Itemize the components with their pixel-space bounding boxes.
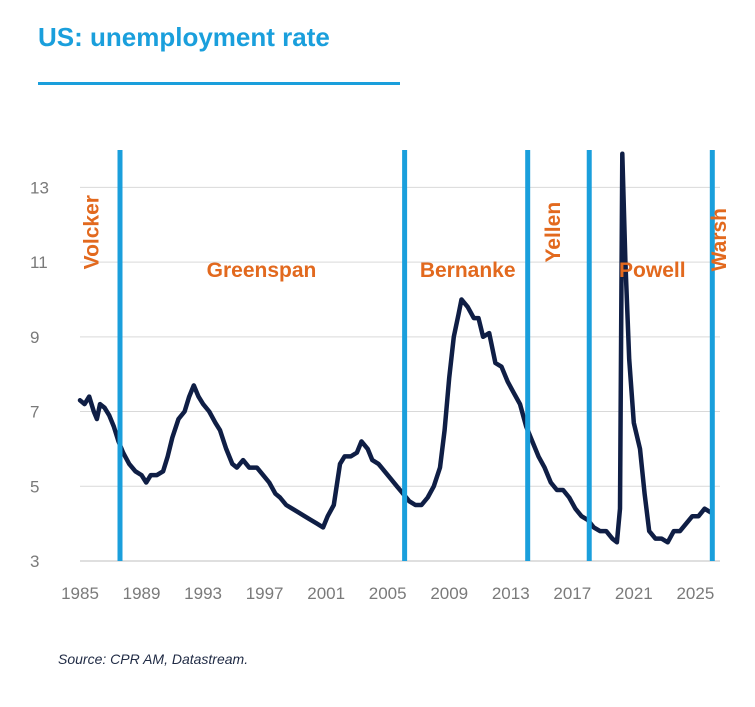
x-axis-ticks: 1985 1989 1993 1997 2001 2005 2009 2013 2017 2021… bbox=[61, 584, 714, 603]
x-tick-label: 2017 bbox=[553, 584, 591, 603]
x-tick-label: 2025 bbox=[676, 584, 714, 603]
y-tick-label: 5 bbox=[30, 477, 39, 496]
x-tick-label: 1989 bbox=[123, 584, 161, 603]
x-tick-label: 2001 bbox=[307, 584, 345, 603]
source-note: Source: CPR AM, Datastream. bbox=[58, 651, 249, 667]
y-tick-label: 13 bbox=[30, 178, 49, 197]
y-tick-label: 9 bbox=[30, 328, 39, 347]
x-tick-label: 1985 bbox=[61, 584, 99, 603]
chair-label-greenspan: Greenspan bbox=[207, 259, 317, 282]
chair-label-powell: Powell bbox=[619, 259, 686, 282]
x-tick-label: 2021 bbox=[615, 584, 653, 603]
x-tick-label: 1997 bbox=[246, 584, 284, 603]
unemployment-line-chart: 3 5 7 9 11 13 1985 1989 1993 1997 2001 2005 2009 201… bbox=[30, 150, 731, 603]
chair-labels: Volcker Greenspan Bernanke Yellen Powell Wars… bbox=[80, 195, 731, 282]
title-underline bbox=[38, 82, 400, 85]
y-tick-label: 11 bbox=[30, 253, 48, 272]
x-tick-label: 1993 bbox=[184, 584, 222, 603]
chair-markers bbox=[117, 150, 715, 561]
y-tick-label: 7 bbox=[30, 403, 39, 422]
chair-label-warsh: Warsh bbox=[708, 208, 731, 271]
series-layer bbox=[77, 151, 714, 545]
chair-label-yellen: Yellen bbox=[542, 202, 565, 263]
y-axis-ticks: 3 5 7 9 11 13 bbox=[30, 178, 49, 571]
series-line-0 bbox=[77, 151, 714, 545]
chair-label-bernanke: Bernanke bbox=[420, 259, 516, 282]
x-tick-label: 2013 bbox=[492, 584, 530, 603]
chart-title: US: unemployment rate bbox=[38, 22, 330, 52]
chair-label-volcker: Volcker bbox=[80, 195, 103, 269]
x-tick-label: 2005 bbox=[369, 584, 407, 603]
x-tick-label: 2009 bbox=[430, 584, 468, 603]
y-tick-label: 3 bbox=[30, 552, 39, 571]
